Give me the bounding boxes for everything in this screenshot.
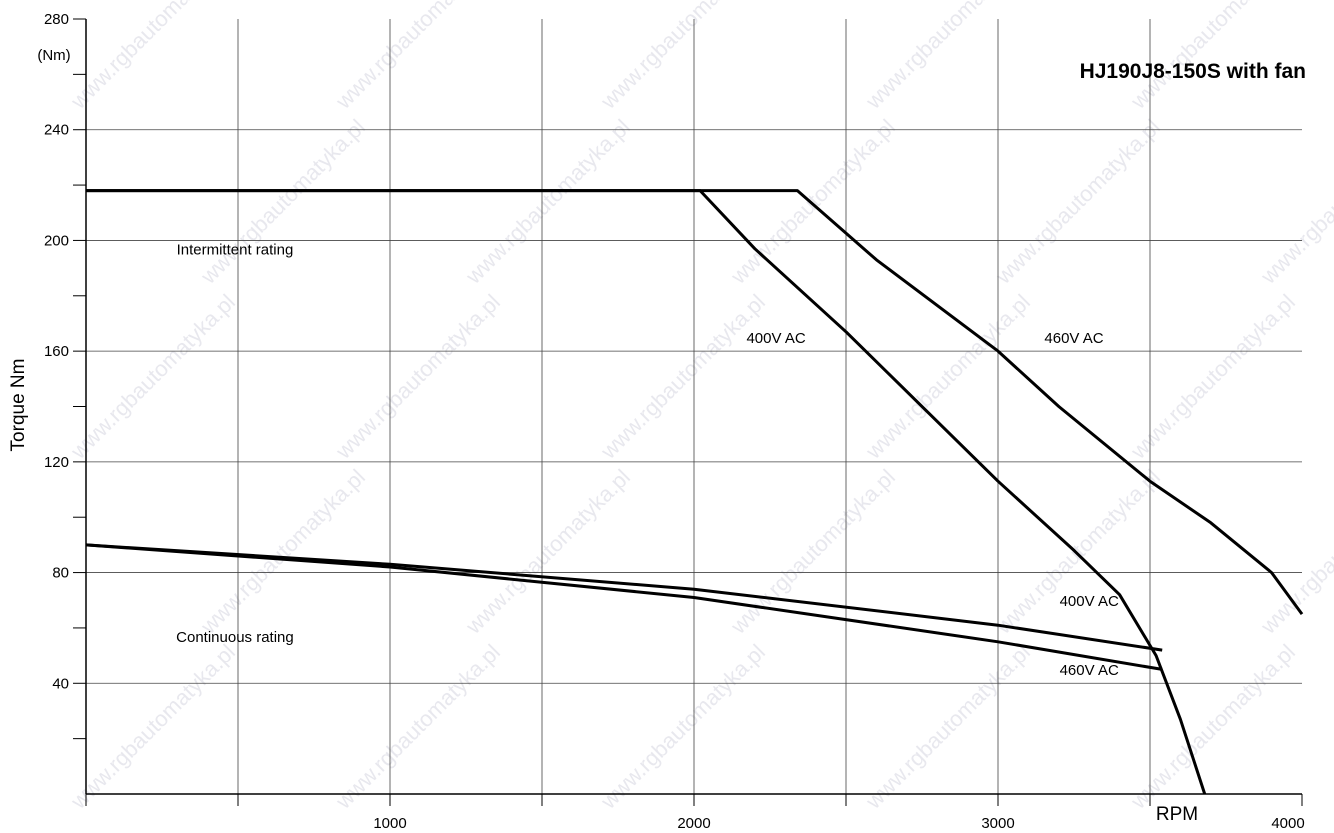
x-axis-label: RPM [1156,804,1198,825]
watermark-text: www.rgbautomatyka.pl [860,0,1035,114]
series-line [86,189,1304,615]
series-line [86,189,1207,795]
x-tick-label: 3000 [981,815,1014,832]
watermark-text: www.rgbautomatyka.pl [65,289,240,464]
watermark-text: www.rgbautomatyka.pl [460,464,635,639]
grid [86,19,1302,794]
watermark-text: www.rgbautomatyka.pl [65,639,240,814]
y-tick-label: 200 [44,232,69,249]
y-axis-label: Torque Nm [8,359,29,452]
labels-layer: Intermittent rating Continuous rating 400V… [176,241,1119,679]
annotation-label: 460V AC [1060,662,1119,679]
y-tick-label: 160 [44,343,69,360]
watermark-text: www.rgbautomatyka.pl [330,0,505,114]
watermark-text: www.rgbautomatyka.pl [725,464,900,639]
axes: 40 80 120 160 200 240 280 1000 2000 3000 4000 [44,11,1305,832]
watermark-text: www.rgbautomatyka.pl [990,464,1165,639]
x-tick-label: 4000 [1271,815,1304,832]
y-tick-label: 120 [44,454,69,471]
y-tick-label: 240 [44,122,69,139]
watermark-text: www.rgbautomatyka.pl [1125,0,1300,114]
x-tick-label: 1000 [373,815,406,832]
watermark-text: www.rgbautomatyka.pl [595,289,770,464]
annotation-label: 400V AC [1060,593,1119,610]
watermark-text: www.rgbautomatyka.pl [195,464,370,639]
series-layer [85,189,1304,795]
watermark-text: www.rgbautomatyka.pl [725,114,900,289]
chart-title: HJ190J8-150S with fan [1080,60,1306,83]
watermark-text: www.rgbautomatyka.pl [1125,639,1300,814]
watermark-text: www.rgbautomatyka.pl [595,639,770,814]
series-line [85,543,1163,671]
watermark-text: www.rgbautomatyka.pl [595,0,770,114]
watermark-text: www.rgbautomatyka.pl [65,0,240,114]
watermark-text: www.rgbautomatyka.pl [460,114,635,289]
watermark-text: www.rgbautomatyka.pl [860,289,1035,464]
series-line [85,543,1163,652]
watermark-text: www.rgbautomatyka.pl [1125,289,1300,464]
y-unit-label: (Nm) [37,47,70,64]
annotation-label: Intermittent rating [177,241,294,258]
watermark-text: www.rgbautomatyka.pl [195,114,370,289]
annotation-label: 400V AC [746,330,805,347]
watermark-text: www.rgbautomatyka.pl [860,639,1035,814]
y-tick-label: 40 [52,675,69,692]
watermark-text: www.rgbautomatyka.pl [1255,464,1334,639]
annotation-label: Continuous rating [176,629,294,646]
watermark-text: www.rgbautomatyka.pl [330,289,505,464]
watermark-layer: www.rgbautomatyka.pl www.rgbautomatyka.pl… [65,0,1334,814]
watermark-text: www.rgbautomatyka.pl [990,114,1165,289]
y-tick-label: 280 [44,11,69,28]
annotation-label: 460V AC [1044,330,1103,347]
watermark-text: www.rgbautomatyka.pl [330,639,505,814]
watermark-text: www.rgbautomatyka.pl [1255,114,1334,289]
y-tick-label: 80 [52,565,69,582]
x-tick-label: 2000 [677,815,710,832]
